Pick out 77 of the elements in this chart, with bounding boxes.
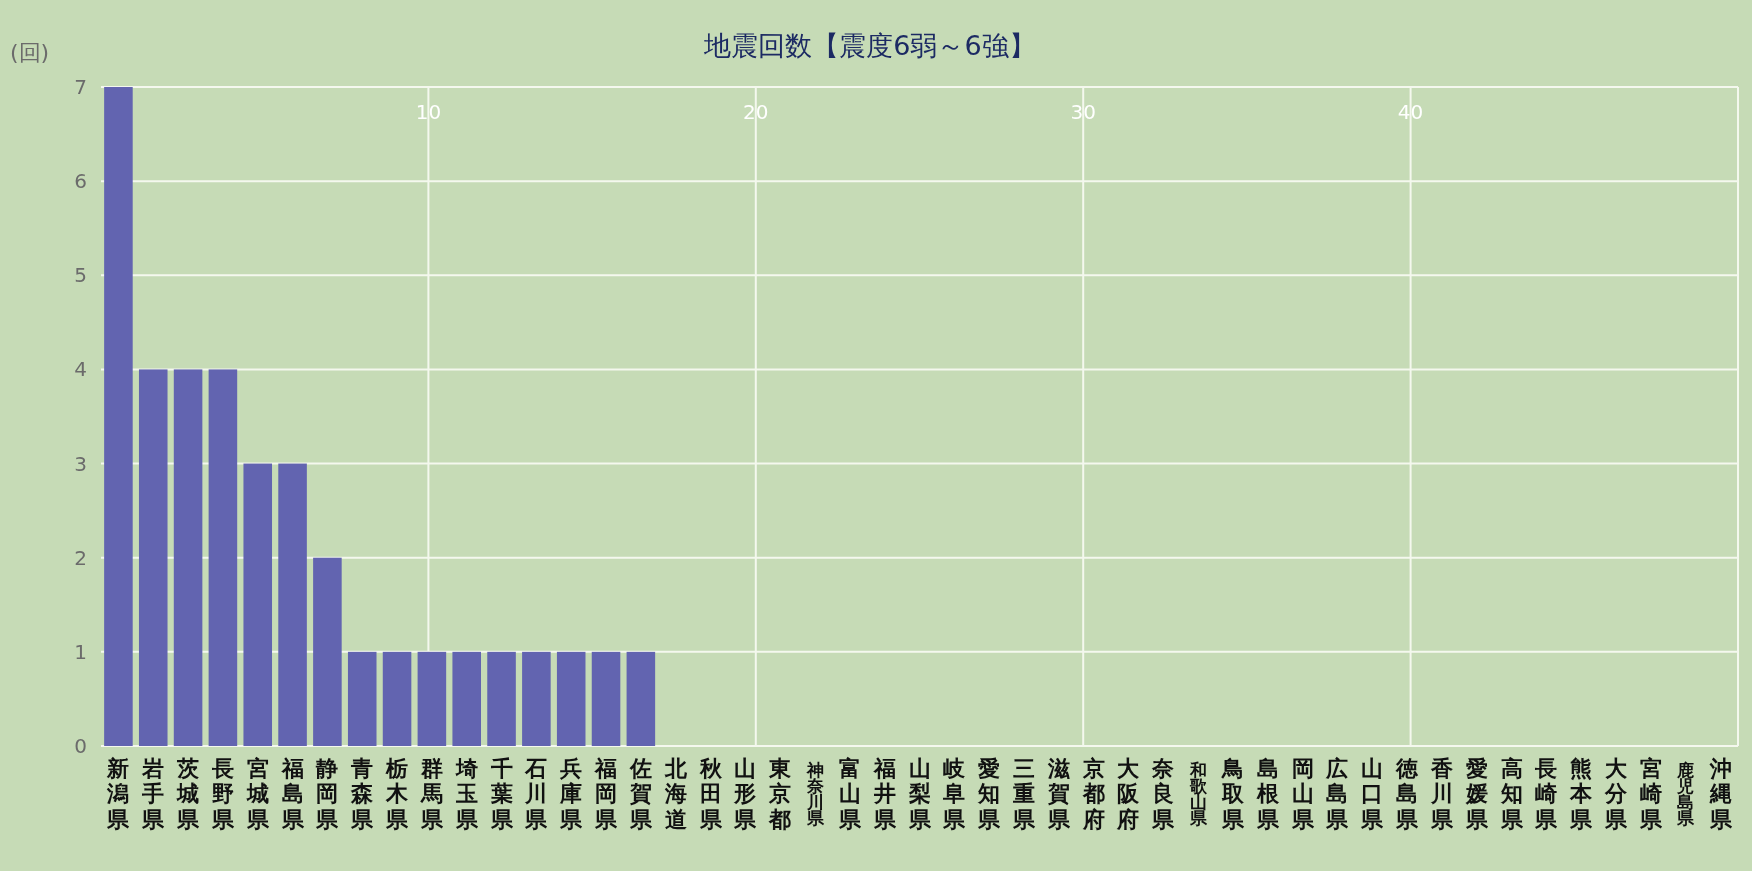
x-tick-label: 福岡県 bbox=[594, 756, 619, 832]
x-tick-label: 富山県 bbox=[837, 756, 862, 832]
x-tick-label: 神奈川県 bbox=[805, 760, 825, 829]
x-tick-label: 岐阜県 bbox=[942, 756, 967, 832]
x-tick-label: 青森県 bbox=[350, 756, 375, 832]
x-tick-label: 山口県 bbox=[1360, 756, 1385, 832]
bar bbox=[313, 557, 342, 746]
x-tick-label: 熊本県 bbox=[1569, 756, 1594, 832]
x-tick-label: 佐賀県 bbox=[628, 756, 653, 832]
y-tick-label: 1 bbox=[74, 639, 87, 664]
y-tick-label: 3 bbox=[74, 451, 87, 476]
x-tick-label: 三重県 bbox=[1011, 756, 1036, 832]
x-tick-label: 福井県 bbox=[872, 756, 897, 832]
y-tick-label: 7 bbox=[74, 75, 87, 99]
x-tick-label: 京都府 bbox=[1081, 756, 1105, 832]
x-tick-label: 福島県 bbox=[280, 756, 305, 832]
bar bbox=[417, 651, 447, 746]
x-tick-label: 秋田県 bbox=[698, 756, 723, 832]
x-tick-label: 長崎県 bbox=[1534, 756, 1559, 832]
x-tick-label: 愛知県 bbox=[977, 756, 1002, 832]
bar bbox=[591, 651, 621, 746]
x-tick-label: 徳島県 bbox=[1395, 756, 1420, 832]
bar bbox=[347, 651, 377, 746]
bar bbox=[243, 463, 273, 746]
x-tick-label: 高知県 bbox=[1499, 756, 1524, 832]
x-tick-label: 岩手県 bbox=[141, 756, 166, 832]
x-tick-label: 茨城県 bbox=[176, 756, 201, 832]
x-tick-label: 長野県 bbox=[210, 756, 235, 832]
bar bbox=[452, 651, 481, 746]
bar bbox=[138, 369, 168, 746]
x-tick-label: 沖縄県 bbox=[1708, 756, 1733, 832]
x-tick-label: 鳥取県 bbox=[1220, 756, 1245, 832]
bar bbox=[556, 651, 586, 746]
y-axis-title: (回) bbox=[10, 40, 50, 65]
x-tick-label: 千葉県 bbox=[489, 756, 514, 832]
x-tick-label: 栃木県 bbox=[385, 756, 410, 832]
x2-tick-label: 10 bbox=[415, 100, 442, 124]
y-tick-label: 5 bbox=[74, 263, 87, 288]
y-tick-label: 4 bbox=[74, 357, 87, 382]
y-tick-label: 2 bbox=[74, 545, 87, 570]
x2-tick-label: 20 bbox=[743, 100, 769, 124]
x-tick-label: 新潟県 bbox=[106, 756, 131, 832]
x-tick-label: 香川県 bbox=[1429, 756, 1454, 832]
x-tick-label: 宮城県 bbox=[245, 756, 270, 832]
bar bbox=[278, 463, 307, 746]
bar bbox=[522, 651, 551, 746]
x-tick-label: 群馬県 bbox=[419, 756, 444, 832]
bar bbox=[104, 87, 133, 746]
y-tick-label: 6 bbox=[74, 169, 87, 194]
x-tick-label: 東京都 bbox=[768, 756, 792, 832]
chart-title: 地震回数【震度6弱～6強】 bbox=[703, 30, 1036, 61]
x2-tick-label: 40 bbox=[1397, 100, 1424, 124]
x-tick-label: 愛媛県 bbox=[1464, 756, 1489, 832]
x-tick-label: 和歌山県 bbox=[1188, 760, 1208, 829]
x-tick-label: 大阪府 bbox=[1116, 756, 1141, 832]
x-tick-label: 埼玉県 bbox=[454, 756, 479, 832]
x-tick-label: 北海道 bbox=[663, 756, 688, 832]
x-tick-label: 兵庫県 bbox=[559, 756, 584, 832]
x-tick-label: 静岡県 bbox=[315, 756, 340, 832]
x2-tick-label: 30 bbox=[1070, 100, 1096, 124]
x-tick-label: 大分県 bbox=[1604, 756, 1629, 832]
x-tick-label: 島根県 bbox=[1255, 756, 1280, 832]
bar bbox=[626, 651, 656, 746]
bar bbox=[382, 651, 412, 746]
x-tick-label: 山梨県 bbox=[907, 756, 932, 832]
x-tick-label: 滋賀県 bbox=[1046, 756, 1071, 832]
bar bbox=[173, 369, 203, 746]
x-tick-label: 奈良県 bbox=[1151, 756, 1176, 832]
x-tick-label: 広島県 bbox=[1325, 756, 1350, 832]
x-tick-label: 宮崎県 bbox=[1638, 756, 1663, 832]
x-tick-label: 岡山県 bbox=[1290, 756, 1315, 832]
bar bbox=[208, 369, 238, 746]
x-tick-label: 鹿児島県 bbox=[1676, 760, 1696, 829]
x-tick-label: 山形県 bbox=[733, 756, 758, 832]
y-tick-label: 0 bbox=[74, 734, 87, 758]
bar bbox=[487, 651, 516, 746]
x-tick-label: 石川県 bbox=[524, 756, 549, 832]
